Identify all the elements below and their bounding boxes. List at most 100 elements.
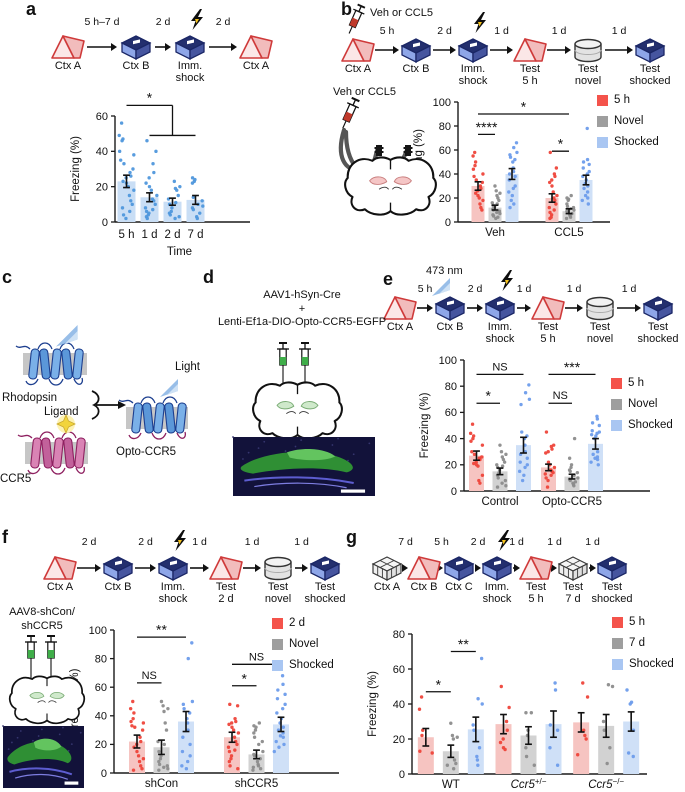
svg-text:100: 100 bbox=[89, 625, 107, 637]
svg-text:60: 60 bbox=[393, 664, 405, 676]
panel-label-d: d bbox=[203, 267, 214, 287]
svg-text:Ccr5+/−: Ccr5+/− bbox=[511, 777, 547, 791]
virus-line-plus: + bbox=[298, 302, 306, 315]
svg-text:Test: Test bbox=[538, 321, 558, 333]
prism-context-icon bbox=[341, 38, 375, 62]
svg-text:Ctx B: Ctx B bbox=[123, 60, 150, 72]
svg-text:**: ** bbox=[156, 622, 167, 638]
svg-text:2 d: 2 d bbox=[218, 593, 233, 605]
svg-text:Veh or CCL5: Veh or CCL5 bbox=[370, 7, 433, 19]
svg-text:20: 20 bbox=[95, 739, 107, 751]
svg-text:Test: Test bbox=[648, 321, 668, 333]
box-context-icon bbox=[309, 556, 341, 582]
legend-f: 2 d Novel Shocked bbox=[272, 617, 334, 680]
syringe-icon bbox=[25, 635, 37, 666]
svg-text:20: 20 bbox=[445, 460, 457, 472]
cannula-brain-diagram bbox=[338, 96, 437, 216]
legend-swatch bbox=[272, 638, 283, 650]
light-flash-icon bbox=[160, 379, 178, 397]
svg-text:**: ** bbox=[458, 636, 469, 652]
syringe-icon bbox=[45, 635, 57, 666]
svg-text:CCL5: CCL5 bbox=[554, 227, 583, 239]
legend-label: 7 d bbox=[629, 637, 645, 649]
legend-item: 5 h bbox=[597, 94, 659, 106]
svg-text:473 nm: 473 nm bbox=[426, 265, 463, 277]
ligand-icon bbox=[56, 413, 76, 435]
legend-label: Shocked bbox=[614, 136, 659, 148]
svg-text:novel: novel bbox=[265, 593, 291, 605]
svg-text:Test: Test bbox=[640, 63, 660, 75]
svg-text:Ctx A: Ctx A bbox=[345, 63, 372, 75]
svg-text:NS: NS bbox=[142, 670, 157, 682]
shock-bolt-icon bbox=[191, 9, 203, 30]
svg-text:80: 80 bbox=[393, 629, 405, 641]
box-context-icon bbox=[634, 38, 666, 64]
svg-text:1 d: 1 d bbox=[547, 536, 562, 548]
legend-swatch bbox=[272, 659, 283, 671]
svg-text:20: 20 bbox=[393, 734, 405, 746]
svg-text:40: 40 bbox=[445, 433, 457, 445]
svg-text:shock: shock bbox=[176, 72, 205, 84]
svg-text:Test: Test bbox=[526, 581, 546, 593]
svg-text:Imm.: Imm. bbox=[178, 60, 202, 72]
panel-label-g: g bbox=[346, 527, 357, 547]
brain-coronal-icon bbox=[344, 156, 437, 216]
prism-context-icon bbox=[239, 35, 273, 59]
syringe-icon bbox=[277, 342, 289, 373]
legend-swatch bbox=[612, 637, 623, 649]
cyl-context-icon bbox=[574, 38, 602, 63]
legend-item: Novel bbox=[272, 638, 334, 650]
blue-light-icon bbox=[432, 278, 450, 296]
svg-text:shocked: shocked bbox=[592, 593, 633, 605]
svg-text:5 h–7 d: 5 h–7 d bbox=[84, 16, 119, 28]
fluorescence-image-d bbox=[232, 436, 375, 496]
svg-text:2 d: 2 d bbox=[468, 283, 483, 295]
legend-swatch bbox=[597, 94, 608, 106]
svg-text:WT: WT bbox=[442, 779, 460, 791]
svg-text:7 d: 7 d bbox=[398, 536, 413, 548]
ccr5-label: CCR5 bbox=[0, 473, 32, 485]
svg-text:5 h: 5 h bbox=[522, 75, 537, 87]
svg-text:40: 40 bbox=[439, 169, 451, 181]
legend-item: Shocked bbox=[272, 659, 334, 671]
legend-item: Shocked bbox=[612, 658, 674, 670]
prism-context-icon bbox=[519, 556, 553, 580]
legend-item: 5 h bbox=[611, 377, 673, 389]
legend-label: Novel bbox=[628, 398, 658, 410]
prism-context-icon bbox=[43, 556, 77, 580]
svg-text:1 d: 1 d bbox=[517, 283, 532, 295]
svg-text:1 d: 1 d bbox=[552, 25, 567, 37]
panel-label-a: a bbox=[26, 0, 37, 19]
svg-text:shock: shock bbox=[483, 593, 512, 605]
svg-text:5 h: 5 h bbox=[119, 229, 135, 241]
chart-a-freezing: 0 20 40 60 Freezing (%) 5 h 1 d 2 d 7 d Time * bbox=[70, 89, 250, 258]
svg-text:Test: Test bbox=[268, 581, 288, 593]
cannula-icon bbox=[374, 145, 384, 156]
svg-text:Ccr5−/−: Ccr5−/− bbox=[588, 777, 624, 791]
syringe-icon bbox=[348, 3, 366, 34]
svg-text:7 d: 7 d bbox=[565, 593, 580, 605]
svg-text:0: 0 bbox=[102, 217, 108, 229]
legend-label: Shocked bbox=[628, 419, 673, 431]
svg-text:1 d: 1 d bbox=[294, 536, 309, 548]
svg-text:shock: shock bbox=[159, 593, 188, 605]
syringe-icon bbox=[299, 342, 311, 373]
svg-text:Veh: Veh bbox=[485, 227, 505, 239]
box-context-icon bbox=[102, 556, 134, 582]
svg-text:Imm.: Imm. bbox=[161, 581, 185, 593]
svg-text:Freezing (%): Freezing (%) bbox=[70, 136, 82, 202]
cannula-icon bbox=[403, 145, 413, 156]
legend-e: 5 h Novel Shocked bbox=[611, 377, 673, 440]
svg-text:Ctx B: Ctx B bbox=[403, 63, 430, 75]
legend-swatch bbox=[612, 658, 623, 670]
svg-text:*: * bbox=[147, 89, 153, 105]
svg-text:1 d: 1 d bbox=[192, 536, 207, 548]
box-context-icon bbox=[642, 296, 674, 322]
svg-text:5 h: 5 h bbox=[380, 25, 395, 37]
svg-text:60: 60 bbox=[96, 111, 108, 123]
svg-text:80: 80 bbox=[439, 121, 451, 133]
